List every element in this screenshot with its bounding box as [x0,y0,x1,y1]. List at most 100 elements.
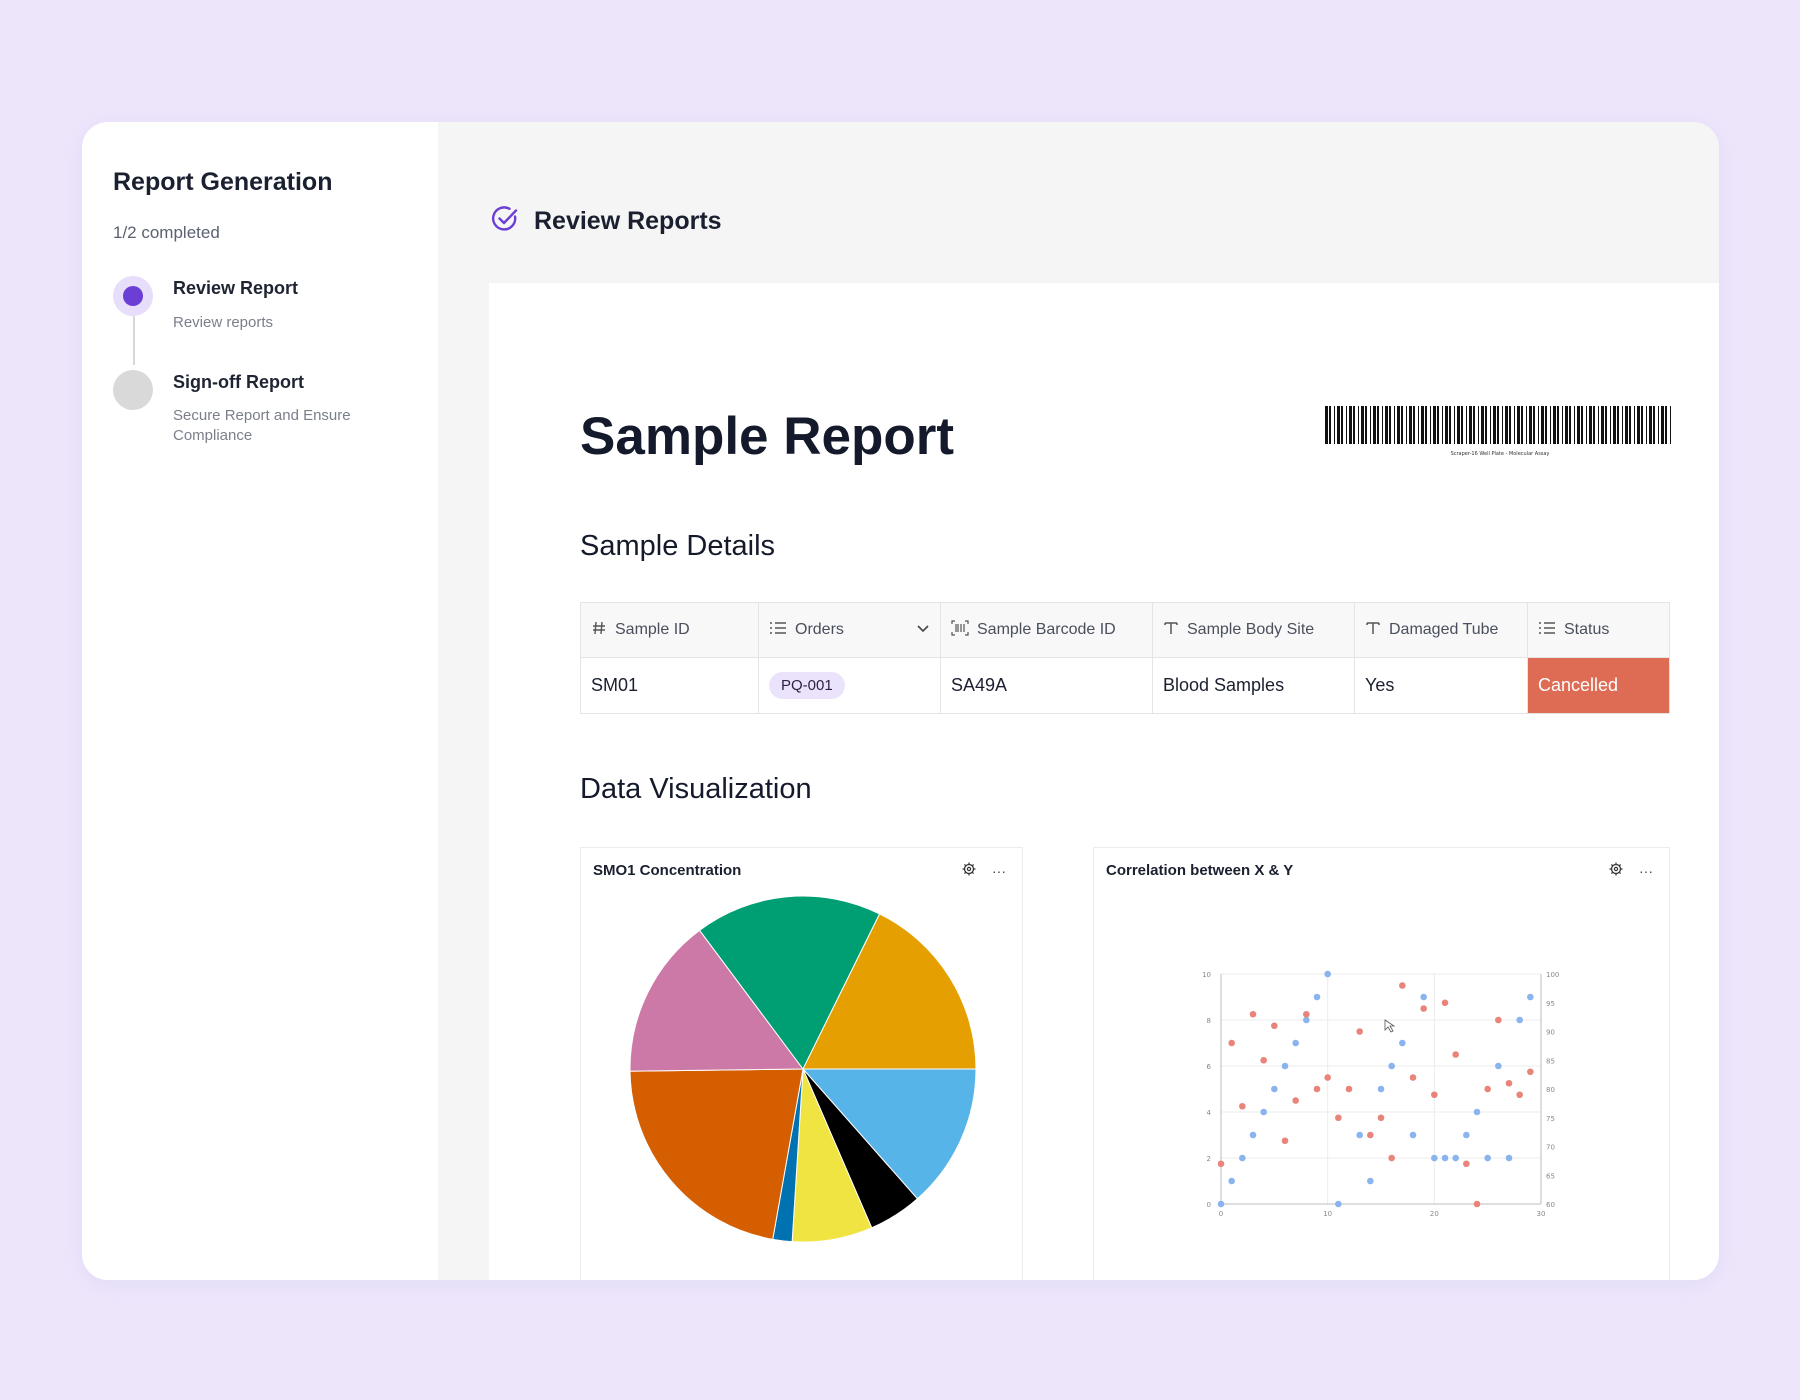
cell-body-site[interactable]: Blood Samples [1152,657,1355,714]
app-window: Report Generation 1/2 completed Review R… [82,122,1719,1280]
barcode-bar [1541,406,1544,444]
gear-icon[interactable] [962,862,976,879]
barcode-bar [1521,406,1523,444]
check-circle-icon [490,204,520,239]
scatter-point-blue [1409,1131,1417,1139]
barcode-bar [1538,406,1539,444]
more-options-icon[interactable]: ··· [992,862,1006,879]
scatter-point-blue [1463,1131,1470,1139]
barcode-bar [1473,406,1475,444]
table-row[interactable]: SM01 PQ-001 SA49A Blood Samples Yes Canc… [580,657,1670,714]
page-title: Review Reports [534,207,722,235]
barcode-bar [1617,406,1619,444]
y-right-tick-label: 60 [1546,1201,1555,1209]
y-right-tick-label: 100 [1546,971,1559,979]
barcode-bar [1385,406,1388,444]
scatter-point-red [1388,1154,1395,1162]
barcode-bar [1461,406,1463,444]
more-options-icon[interactable]: ··· [1639,862,1653,879]
column-header-status[interactable]: Status [1527,602,1670,658]
barcode-bar [1325,406,1328,444]
scatter-point-blue [1324,970,1331,978]
y-left-tick-label: 2 [1207,1155,1211,1163]
scatter-point-red [1239,1102,1246,1110]
x-tick-label: 30 [1537,1210,1546,1218]
report-title: Sample Report [580,407,955,466]
scatter-point-blue [1303,1016,1310,1024]
scatter-point-red [1303,1010,1310,1018]
cell-damaged-tube[interactable]: Yes [1354,657,1528,714]
chevron-down-icon[interactable] [916,621,930,639]
barcode-bar [1349,406,1352,444]
barcode-bar [1365,406,1367,444]
scatter-point-red [1260,1056,1267,1064]
scatter-point-blue [1377,1085,1385,1093]
barcode-bar [1341,406,1343,444]
list-icon [1538,620,1556,641]
scatter-point-blue [1516,1016,1523,1024]
barcode-icon [951,619,969,641]
barcode-bar [1425,406,1427,444]
step-signoff-report[interactable]: Sign-off Report [173,372,304,392]
cell-sample-id[interactable]: SM01 [580,657,759,714]
scatter-point-blue [1431,1154,1438,1162]
barcode-bar [1550,406,1551,444]
report-document: Sample Report Scraper-16 Well Plate - Mo… [489,283,1719,1280]
column-header-body-site[interactable]: Sample Body Site [1152,602,1355,658]
barcode-bar [1418,406,1419,444]
scatter-chart-title: Correlation between X & Y [1106,862,1294,879]
barcode-bar [1370,406,1371,444]
barcode-bar [1569,406,1571,444]
barcode-bar [1481,406,1484,444]
column-label: Sample ID [615,621,690,638]
column-header-orders[interactable]: Orders [758,602,941,658]
barcode-bar [1610,406,1611,444]
scatter-point-blue [1335,1200,1342,1208]
column-header-sample-id[interactable]: Sample ID [580,602,759,658]
barcode-bar [1457,406,1460,444]
barcode-bar [1442,406,1443,444]
scatter-point-blue [1505,1154,1513,1162]
column-header-damaged-tube[interactable]: Damaged Tube [1354,602,1528,658]
barcode-bar [1493,406,1496,444]
barcode-bars [1325,406,1671,444]
hash-icon [591,620,607,641]
step-indicator-active [113,276,153,316]
barcode-bar [1641,406,1643,444]
column-header-barcode-id[interactable]: Sample Barcode ID [940,602,1153,658]
cell-orders[interactable]: PQ-001 [758,657,941,714]
scatter-point-blue [1527,993,1534,1001]
barcode-image: Scraper-16 Well Plate - Molecular Assay [1325,406,1671,457]
scatter-point-blue [1495,1062,1502,1070]
progress-text: 1/2 completed [113,223,220,242]
order-tag[interactable]: PQ-001 [769,672,845,699]
scatter-point-red [1484,1085,1491,1093]
column-label: Orders [795,621,844,638]
barcode-bar [1586,406,1587,444]
text-type-icon [1163,620,1179,641]
pie-chart [629,895,977,1243]
scatter-point-red [1452,1051,1459,1058]
barcode-bar [1329,406,1331,444]
main-panel: Review Reports Sample Report Scraper-16 … [438,122,1719,1280]
barcode-bar [1469,406,1472,444]
scatter-point-blue [1249,1131,1257,1139]
scatter-chart: 0 10 20 30 0 2 4 6 8 10 60 65 70 75 80 85 90 95 100 [1202,970,1559,1218]
scatter-point-blue [1217,1200,1225,1208]
barcode-bar [1589,406,1592,444]
barcode-bar [1478,406,1479,444]
scatter-point-red [1345,1085,1353,1093]
status-badge[interactable]: Cancelled [1527,657,1670,714]
scatter-point-red [1495,1016,1502,1024]
y-left-tick-label: 6 [1207,1063,1212,1071]
barcode-bar [1449,406,1451,444]
step-signoff-report-subtitle: Secure Report and Ensure Compliance [173,407,351,444]
barcode-bar [1653,406,1655,444]
step-review-report[interactable]: Review Report [173,278,299,298]
column-label: Damaged Tube [1389,621,1499,638]
scatter-point-blue [1473,1108,1481,1116]
cell-barcode-id[interactable]: SA49A [940,657,1153,714]
barcode-bar [1445,406,1448,444]
gear-icon[interactable] [1609,862,1623,879]
barcode-bar [1433,406,1436,444]
